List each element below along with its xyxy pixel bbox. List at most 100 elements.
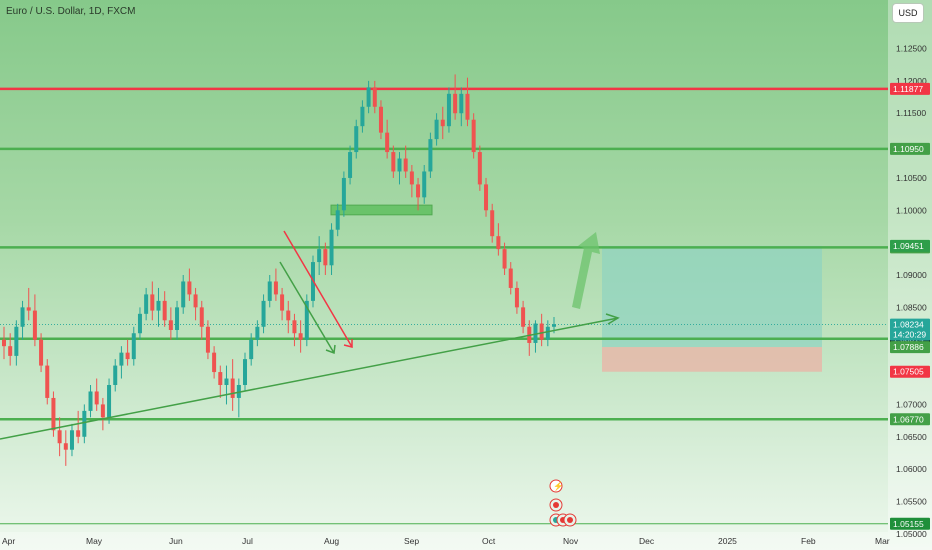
candle-body bbox=[372, 87, 377, 107]
price-label-entry: 1.07886 bbox=[890, 341, 930, 354]
candle bbox=[440, 106, 445, 140]
candle-body bbox=[187, 281, 192, 295]
candle-body bbox=[26, 307, 31, 311]
candle-body bbox=[409, 171, 414, 185]
candle-body bbox=[385, 132, 390, 153]
candle bbox=[88, 385, 93, 418]
candle bbox=[94, 378, 99, 411]
candle-body bbox=[267, 281, 272, 301]
candle bbox=[181, 275, 186, 314]
down-arrow-red-head bbox=[343, 339, 353, 348]
candle-body bbox=[156, 300, 161, 311]
candle-body bbox=[63, 443, 68, 450]
candle bbox=[459, 87, 464, 127]
candle-body bbox=[162, 300, 167, 321]
candle bbox=[428, 132, 433, 178]
price-label-stop-bg bbox=[890, 365, 930, 378]
x-tick-label: Oct bbox=[482, 536, 496, 546]
candle bbox=[434, 113, 439, 146]
candle-body bbox=[212, 352, 217, 373]
chart-title: Euro / U.S. Dollar, 1D, FXCM bbox=[6, 6, 136, 17]
candle-body bbox=[39, 339, 44, 366]
candle bbox=[144, 287, 149, 321]
candle bbox=[113, 359, 118, 392]
candle-body bbox=[545, 326, 550, 340]
target-zone bbox=[602, 245, 822, 348]
level-label: 1.06770 bbox=[890, 413, 930, 426]
candle-body bbox=[453, 93, 458, 114]
level-label-text: 1.11877 bbox=[893, 84, 923, 94]
candle bbox=[205, 320, 210, 360]
event-markers: ⚡ bbox=[549, 479, 577, 527]
candle-body bbox=[490, 210, 495, 237]
candle bbox=[69, 423, 74, 457]
candle bbox=[348, 145, 353, 185]
candle-body bbox=[193, 294, 198, 308]
trend-line-arrowhead bbox=[605, 313, 620, 325]
candle-body bbox=[224, 378, 229, 385]
candle bbox=[391, 145, 396, 178]
candle-body bbox=[107, 385, 112, 418]
candle bbox=[236, 378, 241, 418]
candle-body bbox=[8, 346, 13, 356]
candle bbox=[539, 313, 544, 347]
candle bbox=[484, 177, 489, 217]
candle-body bbox=[249, 339, 254, 360]
candle-body bbox=[273, 281, 278, 295]
candle bbox=[409, 165, 414, 198]
candle-body bbox=[446, 93, 451, 127]
candle-body bbox=[552, 324, 556, 327]
candle-body bbox=[100, 404, 105, 418]
candle bbox=[45, 359, 50, 405]
candle bbox=[255, 320, 260, 347]
level-label-text: 1.10950 bbox=[893, 144, 924, 154]
x-tick-label: Mar bbox=[875, 536, 890, 546]
down-arrow-green-head bbox=[325, 344, 336, 355]
candle-body bbox=[69, 430, 74, 450]
y-tick-label: 1.12500 bbox=[896, 44, 927, 54]
lightning-icon bbox=[549, 479, 563, 493]
candle-body bbox=[137, 313, 142, 334]
candle-body bbox=[94, 391, 99, 405]
x-tick-label: Nov bbox=[563, 536, 579, 546]
candle-body bbox=[440, 119, 445, 127]
candle-body bbox=[477, 152, 482, 185]
candle bbox=[477, 145, 482, 191]
candle bbox=[533, 320, 538, 353]
candle bbox=[490, 203, 495, 243]
x-tick-label: Jun bbox=[169, 536, 183, 546]
x-tick-label: Dec bbox=[639, 536, 655, 546]
candle-body bbox=[298, 333, 303, 340]
y-tick-label: 1.10500 bbox=[896, 173, 927, 183]
candle bbox=[397, 152, 402, 185]
candle-body bbox=[484, 184, 489, 211]
up-arrow-target bbox=[572, 232, 600, 309]
price-label-current-sub: 14:20:29 bbox=[893, 330, 926, 340]
level-label-text: 1.06770 bbox=[893, 414, 924, 424]
candle-body bbox=[205, 326, 210, 353]
candle-body bbox=[335, 210, 340, 230]
candle-body bbox=[230, 378, 235, 398]
candle bbox=[329, 223, 334, 275]
candle bbox=[502, 242, 507, 275]
y-tick-label: 1.08500 bbox=[896, 302, 927, 312]
candle-body bbox=[397, 158, 402, 172]
candle bbox=[162, 291, 167, 327]
candle-body bbox=[521, 307, 526, 327]
candle-body bbox=[76, 430, 81, 437]
candle-body bbox=[378, 106, 383, 133]
candle bbox=[212, 346, 217, 379]
candle-body bbox=[459, 93, 464, 114]
price-label-current-bg bbox=[890, 318, 930, 341]
x-tick-label: May bbox=[86, 536, 103, 546]
currency-button[interactable]: USD bbox=[892, 3, 924, 23]
x-tick-label: Jul bbox=[242, 536, 253, 546]
candle-body bbox=[88, 391, 93, 411]
candle bbox=[2, 326, 6, 360]
candle-body bbox=[416, 184, 421, 198]
candle bbox=[261, 294, 266, 334]
candle bbox=[280, 287, 285, 321]
candle bbox=[496, 223, 501, 256]
